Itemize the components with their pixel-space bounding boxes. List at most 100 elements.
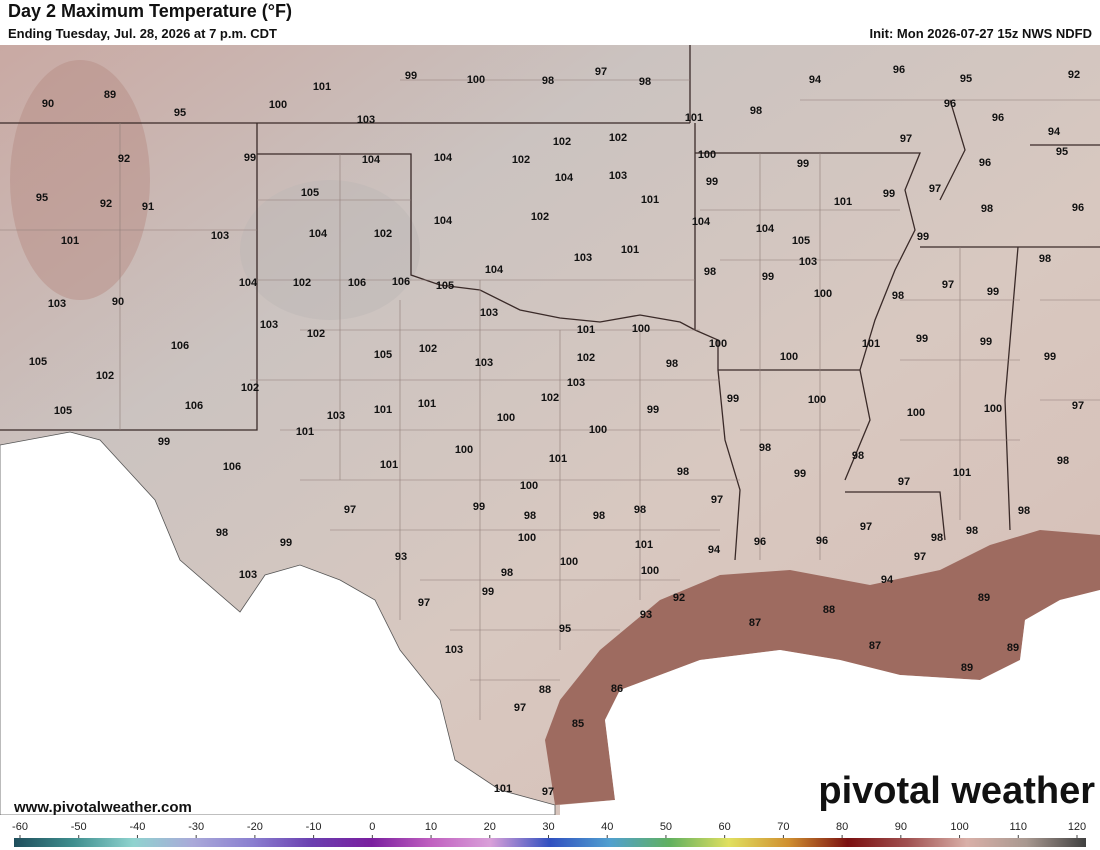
- init-time: Init: Mon 2026-07-27 15z NWS NDFD: [870, 26, 1093, 41]
- temperature-label: 98: [666, 358, 678, 370]
- temperature-label: 90: [112, 296, 124, 308]
- colorbar-tick-label: -20: [247, 821, 263, 833]
- temperature-label: 101: [61, 235, 79, 247]
- temperature-label: 98: [1018, 505, 1030, 517]
- temperature-label: 98: [634, 504, 646, 516]
- temperature-label: 99: [647, 404, 659, 416]
- temperature-label: 100: [698, 149, 716, 161]
- colorbar-tick-label: -50: [71, 821, 87, 833]
- temperature-label: 98: [892, 290, 904, 302]
- temperature-label: 97: [418, 597, 430, 609]
- temperature-label: 95: [559, 623, 571, 635]
- colorbar-tick-label: 80: [836, 821, 848, 833]
- temperature-label: 94: [881, 574, 894, 586]
- temperature-label: 98: [852, 450, 864, 462]
- colorbar-tick-label: 100: [950, 821, 968, 833]
- temperature-label: 100: [518, 532, 536, 544]
- temperature-label: 104: [309, 228, 328, 240]
- temperature-label: 99: [244, 152, 256, 164]
- temperature-label: 104: [362, 154, 381, 166]
- temperature-label: 99: [916, 333, 928, 345]
- temperature-label: 104: [434, 152, 453, 164]
- temperature-label: 103: [609, 170, 627, 182]
- temperature-label: 100: [814, 288, 832, 300]
- temperature-label: 101: [313, 81, 331, 93]
- temperature-label: 103: [445, 644, 463, 656]
- colorbar-tick-label: -30: [188, 821, 204, 833]
- temperature-label: 99: [762, 271, 774, 283]
- temperature-label: 100: [984, 403, 1002, 415]
- temperature-label: 103: [239, 569, 257, 581]
- temperature-label: 91: [142, 201, 154, 213]
- temperature-label: 89: [1007, 642, 1019, 654]
- temperature-label: 101: [685, 112, 703, 124]
- temperature-label: 102: [293, 277, 311, 289]
- temperature-label: 103: [567, 377, 585, 389]
- temperature-label: 98: [216, 527, 228, 539]
- temperature-label: 98: [931, 532, 943, 544]
- temperature-label: 100: [497, 412, 515, 424]
- title: Day 2 Maximum Temperature (°F): [8, 1, 292, 21]
- temperature-label: 99: [727, 393, 739, 405]
- colorbar-tick-label: 60: [719, 821, 731, 833]
- temperature-label: 103: [799, 256, 817, 268]
- temperature-label: 99: [797, 158, 809, 170]
- temperature-label: 101: [577, 324, 595, 336]
- temperature-label: 99: [405, 70, 417, 82]
- temperature-label: 97: [711, 494, 723, 506]
- temperature-label: 101: [862, 338, 880, 350]
- temperature-label: 94: [708, 544, 721, 556]
- temperature-label: 101: [418, 398, 436, 410]
- temperature-label: 98: [759, 442, 771, 454]
- temperature-label: 89: [978, 592, 990, 604]
- temperature-label: 96: [992, 112, 1004, 124]
- temperature-label: 96: [979, 157, 991, 169]
- temperature-label: 100: [467, 74, 485, 86]
- no-data: [560, 590, 1100, 815]
- temperature-label: 103: [48, 298, 66, 310]
- colorbar-tick-label: 30: [542, 821, 554, 833]
- temperature-label: 100: [641, 565, 659, 577]
- temperature-label: 88: [539, 684, 551, 696]
- colorbar-tick-label: 20: [484, 821, 496, 833]
- temperature-label: 102: [609, 132, 627, 144]
- terrain: [240, 180, 420, 320]
- temperature-label: 101: [374, 404, 392, 416]
- temperature-label: 97: [344, 504, 356, 516]
- temperature-label: 100: [632, 323, 650, 335]
- colorbar-tick-label: -40: [129, 821, 145, 833]
- temperature-label: 93: [395, 551, 407, 563]
- state-border: [257, 123, 696, 332]
- logo: pivotal weather: [818, 770, 1095, 812]
- temperature-label: 98: [677, 466, 689, 478]
- temperature-label: 87: [749, 617, 761, 629]
- temperature-label: 103: [480, 307, 498, 319]
- temperature-label: 99: [1044, 351, 1056, 363]
- temperature-label: 96: [893, 64, 905, 76]
- temperature-label: 98: [1057, 455, 1069, 467]
- subtitle: Ending Tuesday, Jul. 28, 2026 at 7 p.m. …: [8, 26, 277, 41]
- temperature-label: 89: [104, 89, 116, 101]
- temperature-label: 101: [635, 539, 653, 551]
- temperature-label: 102: [541, 392, 559, 404]
- temperature-label: 102: [241, 382, 259, 394]
- temperature-label: 92: [118, 153, 130, 165]
- temperature-label: 92: [673, 592, 685, 604]
- temperature-label: 103: [357, 114, 375, 126]
- temperature-label: 89: [961, 662, 973, 674]
- temperature-label: 102: [577, 352, 595, 364]
- temperature-label: 95: [1056, 146, 1068, 158]
- temperature-label: 86: [611, 683, 623, 695]
- colorbar-tick-label: 70: [777, 821, 789, 833]
- temperature-label: 99: [980, 336, 992, 348]
- terrain: [10, 60, 150, 300]
- temperature-label: 100: [560, 556, 578, 568]
- temperature-label: 102: [96, 370, 114, 382]
- temperature-label: 97: [942, 279, 954, 291]
- temperature-label: 99: [158, 436, 170, 448]
- temperature-label: 98: [981, 203, 993, 215]
- temperature-label: 103: [475, 357, 493, 369]
- temperature-labels: 90 89 95 100 101 99 100 98 97 98 94 96 95 92 103 101 98 9…: [29, 64, 1084, 798]
- temperature-label: 100: [455, 444, 473, 456]
